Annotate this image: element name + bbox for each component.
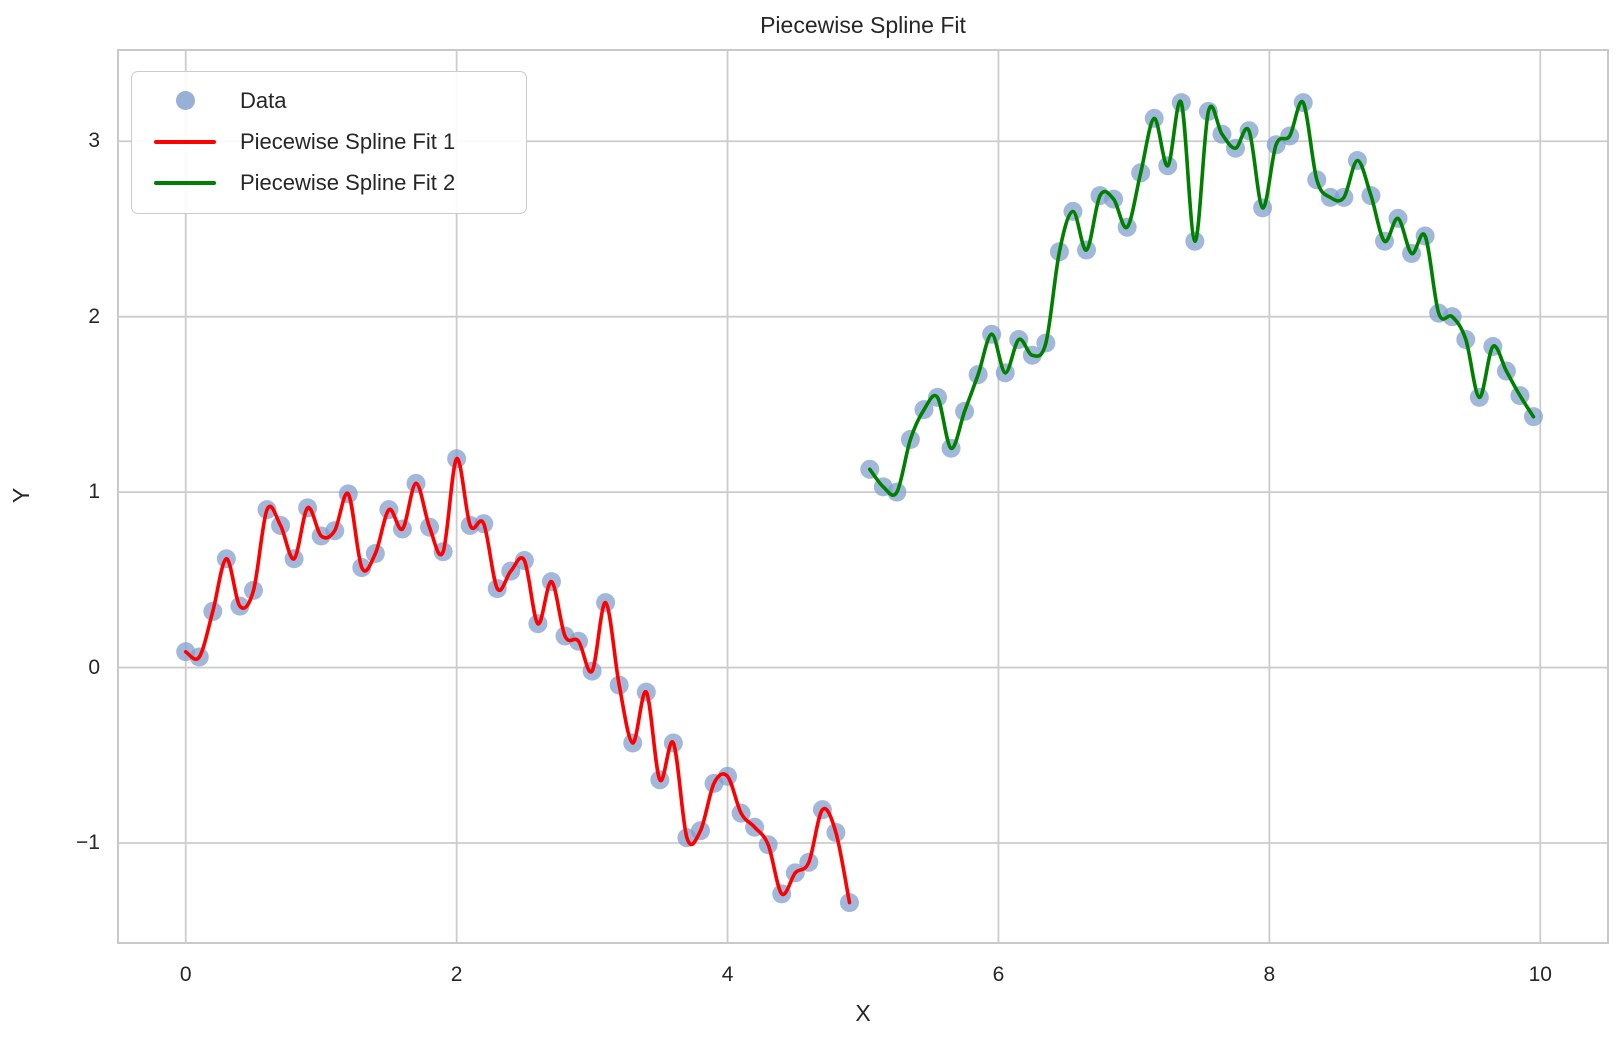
x-tick-label: 0 bbox=[179, 963, 192, 986]
axes-frame bbox=[117, 49, 1609, 944]
legend-label: Data bbox=[240, 87, 287, 113]
y-tick-label: 3 bbox=[88, 129, 100, 153]
legend: Data Piecewise Spline Fit 1 Piecewise Sp… bbox=[131, 71, 527, 214]
data-marker-icon bbox=[175, 91, 195, 110]
y-tick-label: 0 bbox=[88, 655, 100, 679]
y-tick-label: 1 bbox=[88, 480, 100, 504]
x-tick-label: 8 bbox=[1263, 963, 1276, 986]
legend-item-data: Data bbox=[142, 80, 516, 121]
x-tick-label: 10 bbox=[1528, 963, 1552, 986]
x-tick-label: 2 bbox=[450, 963, 463, 986]
spline-fit-2-line bbox=[868, 99, 1536, 497]
legend-swatch-zone bbox=[154, 139, 216, 144]
x-tick-label: 6 bbox=[992, 963, 1005, 986]
legend-item-fit2: Piecewise Spline Fit 2 bbox=[142, 162, 516, 203]
legend-label: Piecewise Spline Fit 2 bbox=[240, 169, 456, 195]
y-axis-label: Y bbox=[8, 487, 35, 504]
spline-fit-1-line bbox=[183, 456, 852, 905]
fit1-line-icon bbox=[154, 139, 216, 144]
chart-title: Piecewise Spline Fit bbox=[760, 12, 966, 38]
legend-swatch-zone bbox=[154, 180, 216, 185]
legend-label: Piecewise Spline Fit 1 bbox=[240, 128, 456, 154]
y-tick-label: −1 bbox=[76, 830, 100, 854]
x-tick-label: 4 bbox=[721, 963, 734, 986]
legend-swatch-zone bbox=[154, 91, 216, 110]
fit2-line-icon bbox=[154, 180, 216, 185]
y-tick-label: 2 bbox=[88, 304, 100, 328]
x-axis-label: X bbox=[855, 1000, 871, 1026]
legend-item-fit1: Piecewise Spline Fit 1 bbox=[142, 121, 516, 162]
